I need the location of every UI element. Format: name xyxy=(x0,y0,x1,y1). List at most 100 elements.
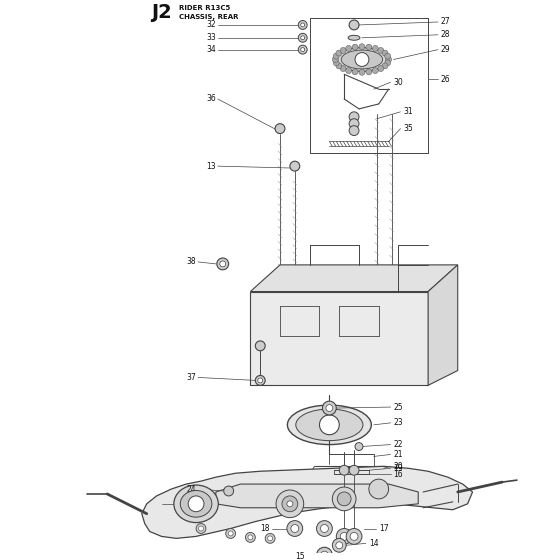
Circle shape xyxy=(359,44,365,50)
Circle shape xyxy=(346,68,352,73)
Text: 27: 27 xyxy=(441,17,451,26)
Text: 26: 26 xyxy=(441,74,451,84)
Circle shape xyxy=(320,525,328,533)
Circle shape xyxy=(355,53,369,67)
Circle shape xyxy=(333,60,339,66)
Circle shape xyxy=(336,542,343,549)
Polygon shape xyxy=(428,265,458,385)
Circle shape xyxy=(228,531,233,536)
Circle shape xyxy=(196,524,206,534)
Circle shape xyxy=(372,45,378,52)
Text: 32: 32 xyxy=(206,21,216,30)
Circle shape xyxy=(217,258,228,270)
Text: 14: 14 xyxy=(369,539,379,548)
Circle shape xyxy=(382,50,388,56)
Circle shape xyxy=(199,526,203,531)
Circle shape xyxy=(352,69,358,75)
Polygon shape xyxy=(216,484,418,508)
Circle shape xyxy=(339,465,349,475)
Ellipse shape xyxy=(287,405,371,445)
Ellipse shape xyxy=(174,485,218,522)
Circle shape xyxy=(301,23,305,27)
Ellipse shape xyxy=(337,48,388,71)
Circle shape xyxy=(287,501,293,507)
Circle shape xyxy=(301,48,305,52)
Circle shape xyxy=(346,45,352,52)
Circle shape xyxy=(332,538,346,552)
Circle shape xyxy=(349,465,359,475)
Circle shape xyxy=(340,48,346,53)
Circle shape xyxy=(255,375,265,385)
Text: RIDER R13C5: RIDER R13C5 xyxy=(179,5,231,11)
Circle shape xyxy=(188,496,204,512)
Circle shape xyxy=(298,34,307,42)
Circle shape xyxy=(359,69,365,75)
Circle shape xyxy=(268,536,273,541)
Circle shape xyxy=(350,533,358,540)
Text: 31: 31 xyxy=(403,108,413,116)
Circle shape xyxy=(248,535,253,540)
Circle shape xyxy=(349,125,359,136)
Circle shape xyxy=(372,68,378,73)
Circle shape xyxy=(316,521,332,536)
Circle shape xyxy=(336,50,342,56)
Circle shape xyxy=(290,161,300,171)
Text: 36: 36 xyxy=(206,95,216,104)
Text: 19: 19 xyxy=(394,464,403,473)
Circle shape xyxy=(337,492,351,506)
Circle shape xyxy=(323,401,337,415)
Circle shape xyxy=(355,442,363,450)
Text: 35: 35 xyxy=(403,124,413,133)
Text: 16: 16 xyxy=(394,470,403,479)
Text: 30: 30 xyxy=(394,78,403,87)
Circle shape xyxy=(366,44,372,50)
Circle shape xyxy=(298,21,307,29)
Circle shape xyxy=(275,124,285,133)
Text: 20: 20 xyxy=(394,462,403,471)
Text: 28: 28 xyxy=(441,30,450,39)
Circle shape xyxy=(337,529,352,544)
Circle shape xyxy=(346,529,362,544)
Circle shape xyxy=(386,57,391,63)
Polygon shape xyxy=(250,265,458,292)
Text: 23: 23 xyxy=(394,418,403,427)
Circle shape xyxy=(301,36,305,40)
Circle shape xyxy=(385,53,391,59)
Circle shape xyxy=(352,44,358,50)
Circle shape xyxy=(369,479,389,499)
Text: 25: 25 xyxy=(394,403,403,412)
Circle shape xyxy=(349,20,359,30)
Circle shape xyxy=(316,547,332,560)
Circle shape xyxy=(336,63,342,69)
Ellipse shape xyxy=(341,50,382,69)
Circle shape xyxy=(291,525,299,533)
Circle shape xyxy=(298,45,307,54)
Circle shape xyxy=(366,69,372,75)
Circle shape xyxy=(382,63,388,69)
Text: 18: 18 xyxy=(260,524,270,533)
Circle shape xyxy=(245,533,255,542)
Circle shape xyxy=(258,378,263,383)
Circle shape xyxy=(378,48,384,53)
Circle shape xyxy=(220,261,226,267)
Text: J2: J2 xyxy=(151,3,172,22)
Text: 13: 13 xyxy=(206,162,216,171)
Circle shape xyxy=(223,486,234,496)
Ellipse shape xyxy=(296,409,363,441)
Circle shape xyxy=(320,551,328,559)
Text: 12: 12 xyxy=(186,500,196,508)
Circle shape xyxy=(378,66,384,72)
Text: 15: 15 xyxy=(295,552,305,560)
Circle shape xyxy=(332,487,356,511)
Text: 22: 22 xyxy=(394,440,403,449)
Text: 37: 37 xyxy=(186,373,196,382)
Circle shape xyxy=(385,60,391,66)
Text: 21: 21 xyxy=(394,450,403,459)
Text: 34: 34 xyxy=(206,45,216,54)
Ellipse shape xyxy=(180,491,212,517)
Text: CHASSIS, REAR: CHASSIS, REAR xyxy=(179,14,239,20)
Text: 38: 38 xyxy=(186,258,196,267)
Circle shape xyxy=(282,496,298,512)
Polygon shape xyxy=(250,292,428,385)
Polygon shape xyxy=(142,466,473,538)
